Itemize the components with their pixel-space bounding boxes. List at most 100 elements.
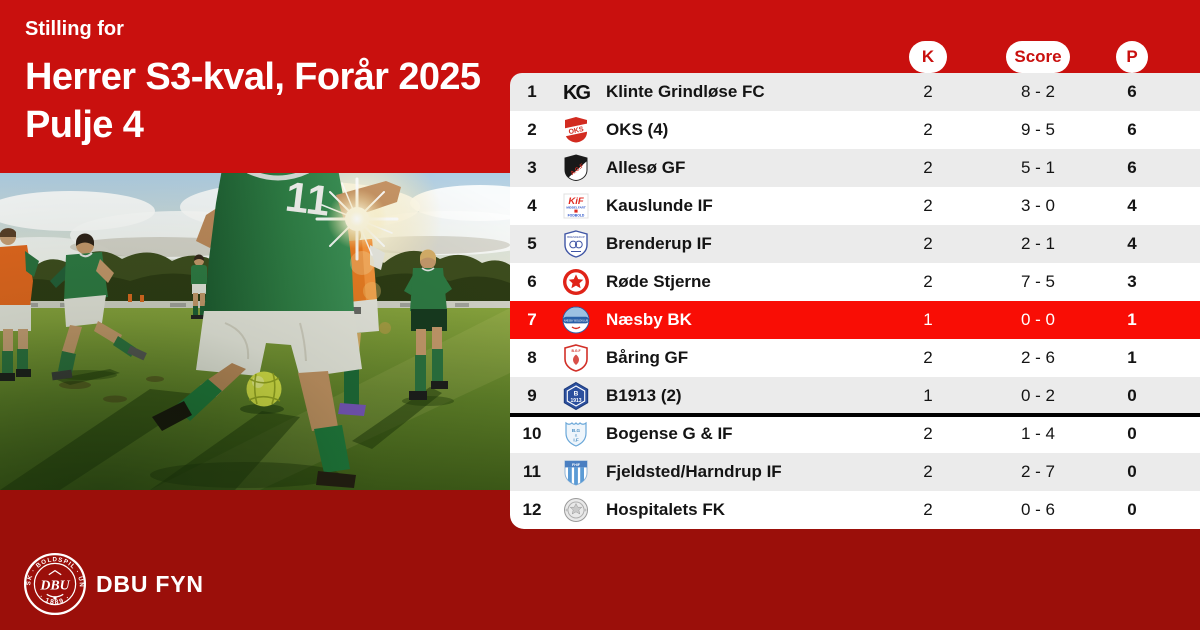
- match-photo-illustration: 11: [0, 173, 510, 490]
- rank-cell: 3: [527, 158, 537, 177]
- matches-cell: 2: [923, 462, 933, 481]
- header-eyebrow: Stilling for: [25, 18, 124, 40]
- score-cell: 2 - 6: [1020, 348, 1056, 367]
- table-row: 7 NÆSBY BOLDKLUB Næsby BK 1 0 - 0 1: [510, 301, 1200, 339]
- svg-text:OKS: OKS: [568, 126, 585, 136]
- club-logo-icon: A.G.F: [560, 152, 592, 184]
- matches-cell: 2: [923, 500, 933, 519]
- matches-cell: 1: [923, 310, 933, 329]
- club-name-cell: Klinte Grindløse FC: [606, 82, 765, 101]
- rank-cell: 7: [527, 310, 537, 329]
- points-cell: 1: [1127, 348, 1137, 367]
- score-cell: 2 - 1: [1020, 234, 1056, 253]
- club-logo-icon: [560, 266, 592, 298]
- table-row: 10 B.G & I.F Bogense G & IF 2 1 - 4 0: [510, 415, 1200, 453]
- column-header-points: P: [1116, 41, 1148, 73]
- score-cell: 9 - 5: [1020, 120, 1056, 139]
- club-logo-icon: OKS: [560, 114, 592, 146]
- rank-cell: 12: [522, 500, 542, 519]
- rank-cell: 5: [527, 234, 537, 253]
- table-row: 4 KiF MIDDELFART FODBOLD Kauslunde IF 2 3 …: [510, 187, 1200, 225]
- club-name-cell: Båring GF: [606, 348, 689, 367]
- score-cell: 2 - 7: [1020, 462, 1056, 481]
- footer-brand: DBU FYN: [96, 571, 204, 597]
- rank-cell: 9: [527, 386, 537, 405]
- matches-cell: 2: [923, 424, 933, 443]
- points-cell: 3: [1127, 272, 1137, 291]
- points-cell: 6: [1127, 120, 1137, 139]
- matches-cell: 2: [923, 120, 933, 139]
- club-name-cell: Næsby BK: [606, 310, 692, 329]
- club-name-cell: Brenderup IF: [606, 234, 712, 253]
- rank-cell: 6: [527, 272, 537, 291]
- relegation-line: [510, 413, 1200, 417]
- score-cell: 7 - 5: [1020, 272, 1056, 291]
- rank-cell: 11: [523, 462, 541, 481]
- page-title: Herrer S3-kval, Forår 2025 Pulje 4: [25, 53, 481, 149]
- points-cell: 0: [1127, 424, 1137, 443]
- club-logo-icon: BRENDERUP: [560, 228, 592, 260]
- svg-text:FODBOLD: FODBOLD: [568, 214, 585, 218]
- table-row: 12 Hospitalets FK 2 0 - 6 0: [510, 491, 1200, 529]
- matches-cell: 2: [923, 234, 933, 253]
- club-logo-icon: B.G.F: [560, 342, 592, 374]
- points-cell: 1: [1127, 310, 1137, 329]
- svg-text:KiF: KiF: [568, 196, 584, 207]
- rank-cell: 10: [522, 424, 542, 443]
- svg-text:1913: 1913: [570, 398, 581, 404]
- rank-cell: 1: [527, 82, 537, 101]
- points-cell: 4: [1127, 196, 1137, 215]
- club-logo-icon: KG: [560, 76, 592, 108]
- svg-text:· 1889 ·: · 1889 ·: [38, 594, 73, 607]
- club-name-cell: Bogense G & IF: [606, 424, 733, 443]
- club-name-cell: Fjeldsted/Harndrup IF: [606, 462, 782, 481]
- club-logo-icon: B 1913: [560, 380, 592, 412]
- club-logo-icon: NÆSBY BOLDKLUB: [560, 304, 592, 336]
- points-cell: 6: [1127, 158, 1137, 177]
- svg-text:B.G: B.G: [572, 428, 581, 433]
- table-row: 5 BRENDERUP Brenderup IF 2 2 - 1 4: [510, 225, 1200, 263]
- score-cell: 0 - 6: [1020, 500, 1056, 519]
- table-row: 11 FHIF Fjeldsted/Harndrup IF 2 2 - 7 0: [510, 453, 1200, 491]
- svg-text:FHIF: FHIF: [572, 463, 581, 467]
- svg-text:KG: KG: [563, 82, 590, 104]
- club-name-cell: Kauslunde IF: [606, 196, 713, 215]
- club-logo-icon: KiF MIDDELFART FODBOLD: [560, 190, 592, 222]
- matches-cell: 2: [923, 196, 933, 215]
- seal-monogram: DBU: [39, 579, 70, 594]
- rank-cell: 2: [527, 120, 537, 139]
- svg-text:MIDDELFART: MIDDELFART: [566, 205, 585, 209]
- club-name-cell: B1913 (2): [606, 386, 682, 405]
- header: Stilling for Herrer S3-kval, Forår 2025 …: [25, 18, 481, 149]
- matches-cell: 2: [923, 158, 933, 177]
- svg-text:I.F: I.F: [573, 438, 579, 443]
- table-rows: 1 KG Klinte Grindløse FC 2 8 - 2 6 2 OKS…: [510, 73, 1200, 529]
- matches-cell: 1: [923, 386, 933, 405]
- column-header-score: Score: [1006, 41, 1070, 73]
- table-row: 1 KG Klinte Grindløse FC 2 8 - 2 6: [510, 73, 1200, 111]
- score-cell: 5 - 1: [1020, 158, 1056, 177]
- points-cell: 0: [1127, 462, 1137, 481]
- score-cell: 3 - 0: [1020, 196, 1056, 215]
- score-cell: 0 - 0: [1020, 310, 1056, 329]
- club-name-cell: Allesø GF: [606, 158, 686, 177]
- club-logo-icon: B.G & I.F: [560, 418, 592, 450]
- score-cell: 8 - 2: [1020, 82, 1056, 101]
- points-cell: 4: [1127, 234, 1137, 253]
- svg-text:BRENDERUP: BRENDERUP: [567, 235, 585, 239]
- seal-year: · 1889 ·: [38, 594, 71, 607]
- svg-text:B.G.F: B.G.F: [571, 349, 580, 353]
- dbu-seal-logo: DANSK · BOLDSPIL · UNION · 1889 · DBU: [19, 546, 88, 617]
- rank-cell: 4: [527, 196, 537, 215]
- table-row: 9 B 1913 B1913 (2) 1 0 - 2 0: [510, 377, 1200, 415]
- rank-cell: 8: [527, 348, 537, 367]
- table-row: 2 OKS OKS (4) 2 9 - 5 6: [510, 111, 1200, 149]
- match-photo: 11: [0, 173, 510, 490]
- matches-cell: 2: [923, 348, 933, 367]
- points-cell: 6: [1127, 82, 1137, 101]
- club-logo-icon: FHIF: [560, 456, 592, 488]
- score-cell: 0 - 2: [1020, 386, 1056, 405]
- svg-text:NÆSBY BOLDKLUB: NÆSBY BOLDKLUB: [564, 318, 588, 322]
- points-cell: 0: [1127, 500, 1137, 519]
